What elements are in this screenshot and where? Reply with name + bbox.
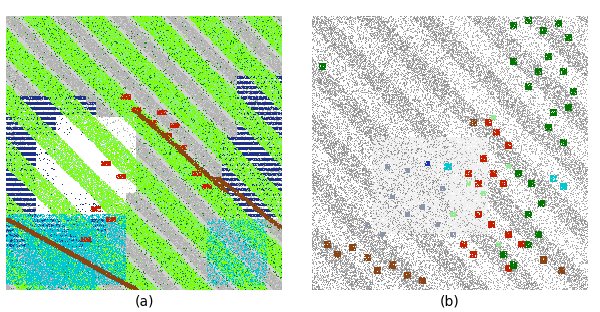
Text: (b): (b) [440,295,460,309]
Text: (a): (a) [134,295,154,309]
